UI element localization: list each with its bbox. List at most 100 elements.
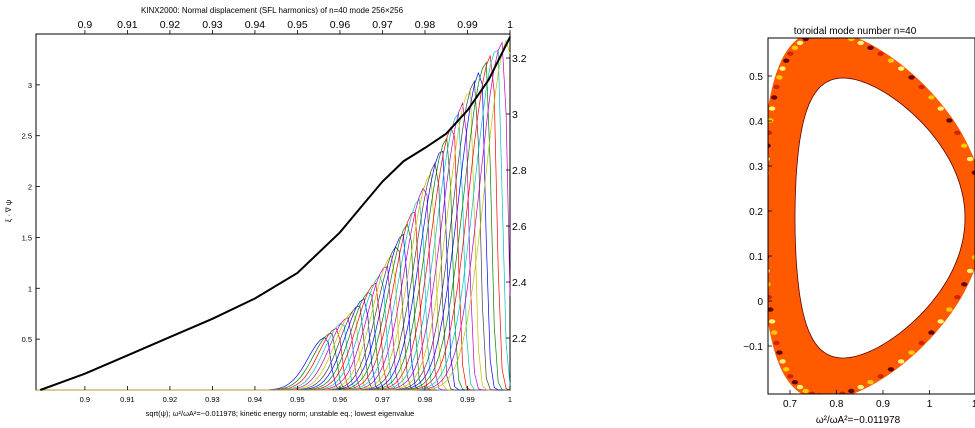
chart-title: KINX2000: Normal displacement (SFL harmo… (141, 6, 404, 15)
x-tick-label: 0.92 (163, 395, 178, 404)
right-y-axis: 2.2 2.4 2.6 2.8 3 3.2 (506, 53, 527, 345)
x-axis-label: ω²/ωA²=−0.011978 (816, 415, 901, 426)
perturbation-blob (768, 268, 770, 273)
perturbation-blob (971, 255, 975, 260)
y-tick-label: 0.3 (749, 162, 763, 173)
perturbation-blob (783, 367, 790, 372)
top-tick-label: 0.91 (117, 19, 138, 31)
y-tick-label: 0.4 (749, 117, 763, 128)
bottom-x-axis: 0.9 0.91 0.92 0.93 0.94 0.95 0.96 0.97 0.98 0.99 1 (80, 386, 512, 404)
perturbation-blob (961, 282, 968, 287)
y-tick-label: 0.2 (749, 207, 763, 218)
perturbation-blob (898, 359, 905, 364)
perturbation-blob (898, 66, 905, 71)
x-tick-label: 0.9 (876, 399, 890, 410)
y-tick-label: 0.5 (749, 72, 763, 83)
perturbation-blob (971, 170, 975, 175)
perturbation-blob (768, 282, 771, 287)
perturbation-blob (937, 106, 944, 111)
perturbation-blob (779, 66, 786, 71)
x-tick-label: 1 (508, 395, 512, 404)
x-tick-label: 1. (972, 399, 975, 410)
y-tick-label: −0.1 (743, 342, 763, 353)
perturbation-blob (802, 388, 809, 394)
perturbation-blob (966, 268, 974, 274)
perturbation-blob (928, 95, 935, 100)
perturbation-blob (887, 367, 895, 372)
y-tick-label: 3 (28, 81, 32, 90)
perturbation-blob (787, 374, 794, 379)
perturbation-blob (918, 84, 925, 90)
perturbation-blob (768, 118, 774, 123)
perturbation-blob (768, 130, 772, 135)
top-tick-label: 0.9 (78, 19, 93, 31)
edge-perturbation (768, 38, 975, 394)
top-tick-label: 1 (507, 19, 513, 31)
perturbation-blob (887, 58, 895, 63)
plot-frame (35, 33, 511, 391)
perturbation-blob (776, 350, 783, 355)
top-tick-label: 0.93 (202, 19, 223, 31)
x-tick-label: 0.93 (205, 395, 220, 404)
y-tick-label: 2 (28, 183, 32, 192)
perturbation-blob (773, 84, 780, 90)
right-tick-label: 2.2 (512, 333, 527, 345)
perturbation-blob (928, 330, 935, 335)
x-tick-label: 0.98 (418, 395, 433, 404)
x-tick-label: 0.97 (375, 395, 390, 404)
x-tick-label: 0.94 (248, 395, 263, 404)
perturbation-blob (791, 380, 799, 385)
plasma-ring (768, 38, 975, 394)
plot-area (35, 33, 511, 391)
perturbation-blob (867, 380, 874, 385)
y-tick-label: 0.5 (22, 335, 32, 344)
y-axis-label: ξ · ∇ ψ (4, 200, 13, 222)
perturbation-blob (779, 359, 786, 364)
y-tick-label: 0 (757, 297, 763, 308)
perturbation-blob (771, 330, 778, 335)
perturbation-blob (877, 51, 884, 56)
perturbation-blob (908, 75, 915, 80)
right-tick-label: 3 (512, 109, 518, 121)
perturbation-blob (839, 391, 846, 394)
x-tick-label: 0.9 (80, 395, 90, 404)
inner-boundary (794, 77, 966, 359)
y-tick-label: 1.5 (22, 233, 32, 242)
mode-structure-plot: toroidal mode number n=40 0.5 0.4 0.3 0.2 0.… (743, 26, 975, 426)
right-tick-label: 2.4 (512, 277, 527, 289)
harmonic-curve (36, 39, 511, 391)
y-axis: 0.5 1 1.5 2 2.5 3 (22, 81, 40, 344)
top-tick-label: 0.95 (287, 19, 308, 31)
x-axis-label-text: ω²/ωA²=−0.011978 (816, 415, 901, 426)
right-tick-label: 2.8 (512, 165, 527, 177)
perturbation-blob (918, 340, 925, 346)
perturbation-blob (773, 340, 780, 346)
top-x-axis: 0.9 0.91 0.92 0.93 0.94 0.95 0.96 0.97 0.98 0.99 1 (78, 19, 513, 34)
perturbation-blob (796, 384, 804, 390)
right-tick-label: 2.6 (512, 221, 527, 233)
perturbation-blob (796, 40, 804, 46)
perturbation-blob (867, 45, 874, 50)
perturbation-blob (768, 319, 776, 324)
perturbation-blob (908, 350, 915, 355)
y-tick-label: 0.1 (749, 252, 763, 263)
perturbation-blob (937, 319, 944, 324)
displacement-chart: KINX2000: Normal displacement (SFL harmo… (4, 6, 527, 418)
perturbation-blob (768, 106, 776, 111)
x-tick-label: 0.91 (120, 395, 135, 404)
perturbation-blob (768, 307, 774, 312)
right-tick-label: 3.2 (512, 53, 527, 65)
plot-frame (767, 37, 975, 395)
top-tick-label: 0.98 (415, 19, 436, 31)
perturbation-blob (848, 38, 855, 42)
perturbation-blob (776, 75, 783, 80)
top-tick-label: 0.94 (245, 19, 266, 31)
top-tick-label: 0.96 (330, 19, 351, 31)
perturbation-blob (768, 228, 769, 231)
envelope-curve (39, 36, 511, 391)
chart-title: toroidal mode number n=40 (794, 26, 917, 37)
perturbation-blob (787, 51, 794, 56)
harmonic-curves (36, 39, 511, 391)
x-tick-label: 0.95 (290, 395, 305, 404)
